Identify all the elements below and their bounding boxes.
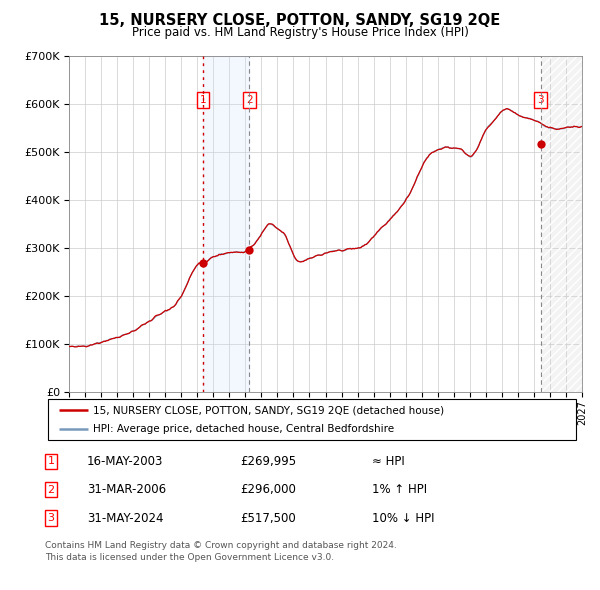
Text: £269,995: £269,995 (240, 455, 296, 468)
Text: 2: 2 (246, 95, 253, 105)
Text: Contains HM Land Registry data © Crown copyright and database right 2024.: Contains HM Land Registry data © Crown c… (45, 541, 397, 550)
Text: 1% ↑ HPI: 1% ↑ HPI (372, 483, 427, 496)
Bar (541, 56, 582, 392)
Text: 15, NURSERY CLOSE, POTTON, SANDY, SG19 2QE: 15, NURSERY CLOSE, POTTON, SANDY, SG19 2… (100, 13, 500, 28)
Text: 15, NURSERY CLOSE, POTTON, SANDY, SG19 2QE (detached house): 15, NURSERY CLOSE, POTTON, SANDY, SG19 2… (93, 405, 444, 415)
Text: This data is licensed under the Open Government Licence v3.0.: This data is licensed under the Open Gov… (45, 553, 334, 562)
Text: 31-MAY-2024: 31-MAY-2024 (87, 512, 163, 525)
Text: 16-MAY-2003: 16-MAY-2003 (87, 455, 163, 468)
Text: Price paid vs. HM Land Registry's House Price Index (HPI): Price paid vs. HM Land Registry's House … (131, 26, 469, 39)
Text: ≈ HPI: ≈ HPI (372, 455, 405, 468)
Bar (541, 56, 582, 392)
Text: 3: 3 (47, 513, 55, 523)
Text: 2: 2 (47, 485, 55, 494)
Text: £296,000: £296,000 (240, 483, 296, 496)
Text: 3: 3 (537, 95, 544, 105)
Text: 1: 1 (200, 95, 206, 105)
Bar (203, 56, 250, 392)
Text: 31-MAR-2006: 31-MAR-2006 (87, 483, 166, 496)
Text: 1: 1 (47, 457, 55, 466)
Text: HPI: Average price, detached house, Central Bedfordshire: HPI: Average price, detached house, Cent… (93, 424, 394, 434)
Text: 10% ↓ HPI: 10% ↓ HPI (372, 512, 434, 525)
Text: £517,500: £517,500 (240, 512, 296, 525)
